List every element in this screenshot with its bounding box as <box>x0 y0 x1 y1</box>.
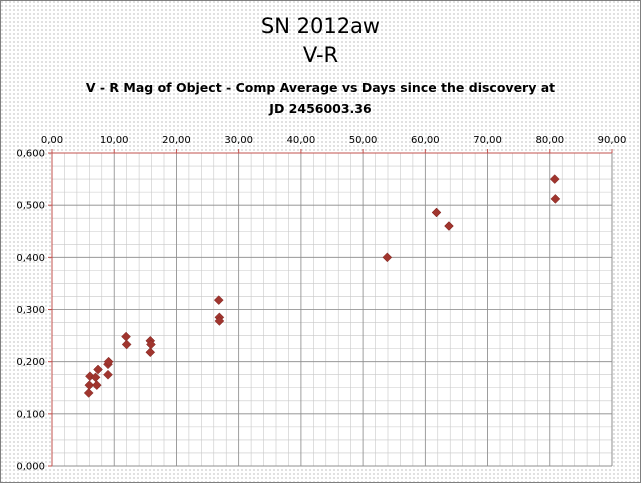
chart-description-line-1: V - R Mag of Object - Comp Average vs Da… <box>85 80 556 95</box>
data-point <box>431 207 442 218</box>
data-point <box>214 316 225 326</box>
x-tick-label: 60,00 <box>411 135 440 146</box>
data-point <box>549 174 560 184</box>
x-tick-label: 0,00 <box>41 135 63 146</box>
axes: 0,00 10,00 20,00 30,00 40,00 50,00 60,00 70,00 8… <box>16 135 626 473</box>
y-tick-label: 0,000 <box>16 462 45 473</box>
data-point <box>84 380 95 390</box>
data-point <box>145 347 156 358</box>
data-points <box>83 174 561 398</box>
chart-title: SN 2012aw <box>260 14 381 38</box>
data-point <box>103 356 114 367</box>
x-tick-label: 20,00 <box>162 135 191 146</box>
x-tick-label: 70,00 <box>473 135 502 146</box>
y-tick-label: 0,500 <box>16 201 45 212</box>
chart-description-line-2: JD 2456003.36 <box>269 101 372 116</box>
data-point <box>91 380 102 390</box>
data-point <box>444 221 454 231</box>
x-tick-label: 50,00 <box>349 135 378 146</box>
y-tick-label: 0,400 <box>16 253 45 264</box>
y-tick-label: 0,600 <box>16 149 45 160</box>
y-tick-label: 0,300 <box>16 305 45 316</box>
x-tick-label: 30,00 <box>224 135 253 146</box>
data-point <box>550 194 561 204</box>
data-point <box>103 369 113 380</box>
x-tick-label: 80,00 <box>535 135 564 146</box>
data-point <box>382 252 393 263</box>
data-point <box>93 364 103 375</box>
y-tick-label: 0,100 <box>16 409 45 420</box>
data-point <box>83 388 94 398</box>
chart-subtitle: V-R <box>302 43 339 67</box>
x-tick-label: 90,00 <box>598 135 627 146</box>
x-tick-label: 40,00 <box>287 135 316 146</box>
grid <box>51 152 613 467</box>
x-tick-label: 10,00 <box>100 135 129 146</box>
y-tick-label: 0,200 <box>16 357 45 368</box>
data-point <box>213 295 224 305</box>
data-point <box>121 339 132 350</box>
